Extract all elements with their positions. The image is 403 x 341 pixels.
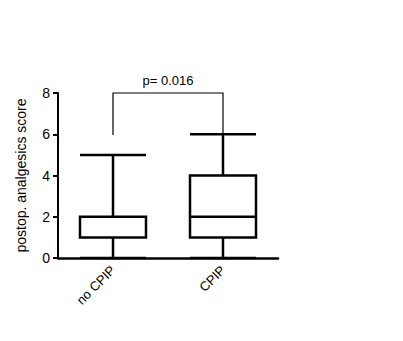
svg-text:2: 2 (42, 209, 50, 225)
svg-text:postop. analgesics score: postop. analgesics score (13, 98, 29, 252)
svg-text:6: 6 (42, 126, 50, 142)
svg-text:CPIP: CPIP (196, 263, 228, 295)
svg-text:8: 8 (42, 85, 50, 101)
svg-text:4: 4 (42, 168, 50, 184)
svg-text:p= 0.016: p= 0.016 (143, 73, 194, 88)
svg-text:0: 0 (42, 250, 50, 266)
svg-text:no CPIP: no CPIP (74, 263, 119, 308)
